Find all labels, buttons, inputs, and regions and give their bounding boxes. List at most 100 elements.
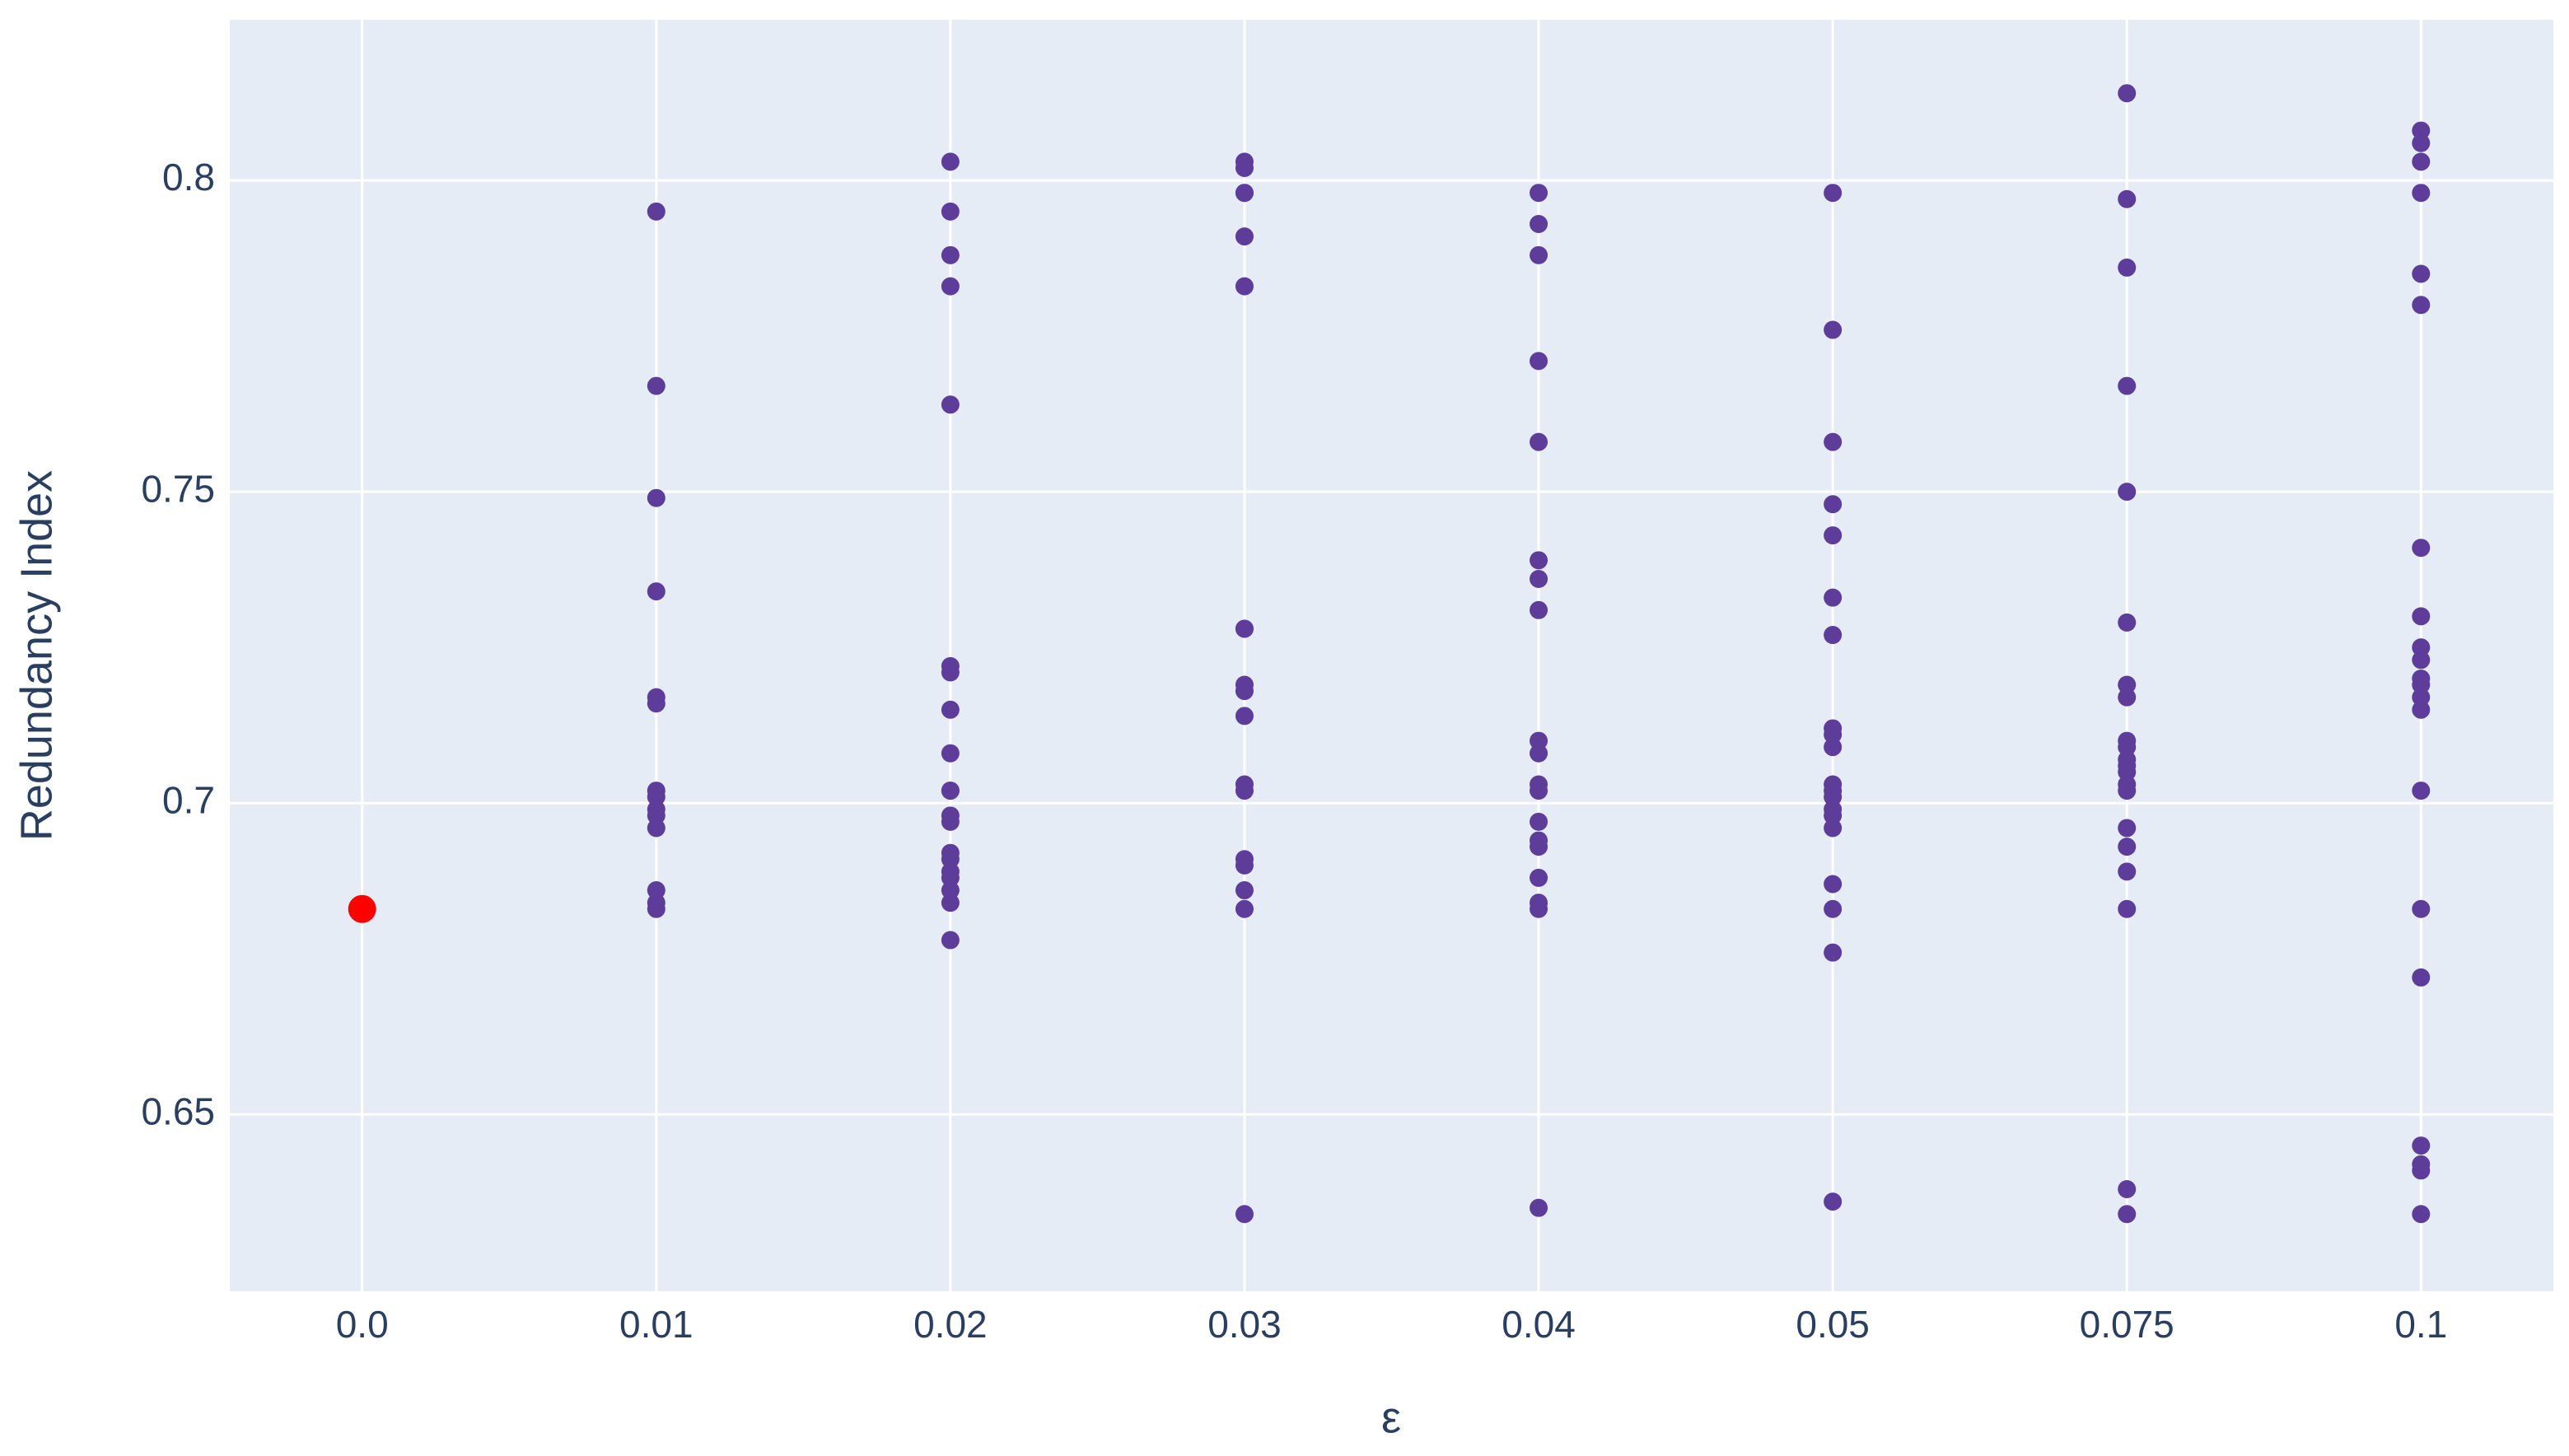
data-point [941,700,960,719]
x-tick-label: 0.05 [1796,1303,1870,1346]
data-point [1530,744,1548,763]
data-point [2412,1205,2431,1224]
data-point [941,812,960,831]
data-point [2412,152,2431,171]
data-point [2412,607,2431,626]
data-point [1824,320,1843,339]
data-point [647,787,666,806]
data-point [1824,819,1843,838]
data-point [647,899,666,918]
data-point [2118,483,2137,502]
data-point [1824,432,1843,451]
data-point [2412,539,2431,558]
data-point [1530,812,1548,831]
data-point [2412,184,2431,203]
data-point [2412,899,2431,918]
x-tick-label: 0.04 [1502,1303,1576,1346]
x-tick-label: 0.03 [1207,1303,1282,1346]
plot-area [230,20,2553,1291]
data-point [1235,707,1254,726]
data-point [1824,943,1843,962]
data-point [2118,763,2137,782]
data-point [1235,227,1254,246]
data-point [941,881,960,900]
data-point [941,277,960,296]
data-point [1530,838,1548,856]
data-point [2412,121,2431,140]
data-point [2118,738,2137,757]
data-point [2118,838,2137,856]
data-point [1235,856,1254,875]
data-point [941,245,960,264]
data-point [647,582,666,601]
data-point [2412,968,2431,987]
data-point [1824,495,1843,514]
data-point [1824,875,1843,894]
data-point [1824,184,1843,203]
data-point [2412,264,2431,283]
data-point [1235,158,1254,177]
data-point [1530,569,1548,588]
data-point [2118,84,2137,103]
y-tick-label: 0.7 [162,778,215,821]
data-point [1235,619,1254,638]
y-tick-label: 0.65 [141,1090,215,1132]
data-point [1530,215,1548,234]
x-tick-label: 0.0 [336,1303,389,1346]
x-tick-label: 0.02 [913,1303,988,1346]
data-point [1824,626,1843,645]
data-point [1530,731,1548,750]
data-point [2412,700,2431,719]
data-point [2118,675,2137,694]
data-point [348,894,376,923]
x-tick-label: 0.01 [619,1303,694,1346]
data-point [1530,1198,1548,1217]
data-point [2118,899,2137,918]
data-point [1235,184,1254,203]
data-point [941,152,960,171]
data-point [2412,133,2431,152]
data-point [1530,352,1548,371]
data-point [1530,432,1548,451]
data-point [1530,245,1548,264]
data-point [1824,726,1843,744]
x-tick-label: 0.075 [2080,1303,2174,1346]
data-point [1530,899,1548,918]
data-point [1824,526,1843,545]
data-point [1235,881,1254,900]
data-point [2412,638,2431,657]
x-axis-title: ε [1381,1393,1401,1442]
data-point [2118,688,2137,707]
data-point [941,894,960,912]
data-point [647,376,666,395]
data-point [941,395,960,414]
data-point [1235,899,1254,918]
data-point [2412,296,2431,315]
data-point [1235,277,1254,296]
data-point [1824,899,1843,918]
data-point [1824,738,1843,757]
data-point [2412,675,2431,694]
data-point [1824,588,1843,607]
data-point [2118,258,2137,277]
data-point [647,806,666,825]
data-point [2118,819,2137,838]
data-point [2412,1136,2431,1155]
data-point [941,868,960,887]
data-point [2118,189,2137,208]
y-tick-label: 0.75 [141,467,215,510]
data-point [941,850,960,869]
data-point [1235,682,1254,701]
data-point [647,488,666,507]
data-point [1824,787,1843,806]
data-point [647,881,666,900]
data-point [2118,1179,2137,1198]
data-point [2412,1161,2431,1180]
data-point [1235,782,1254,800]
data-point [2118,862,2137,881]
data-point [1530,600,1548,619]
data-point [647,819,666,838]
data-point [647,694,666,713]
x-tick-label: 0.1 [2394,1303,2447,1346]
